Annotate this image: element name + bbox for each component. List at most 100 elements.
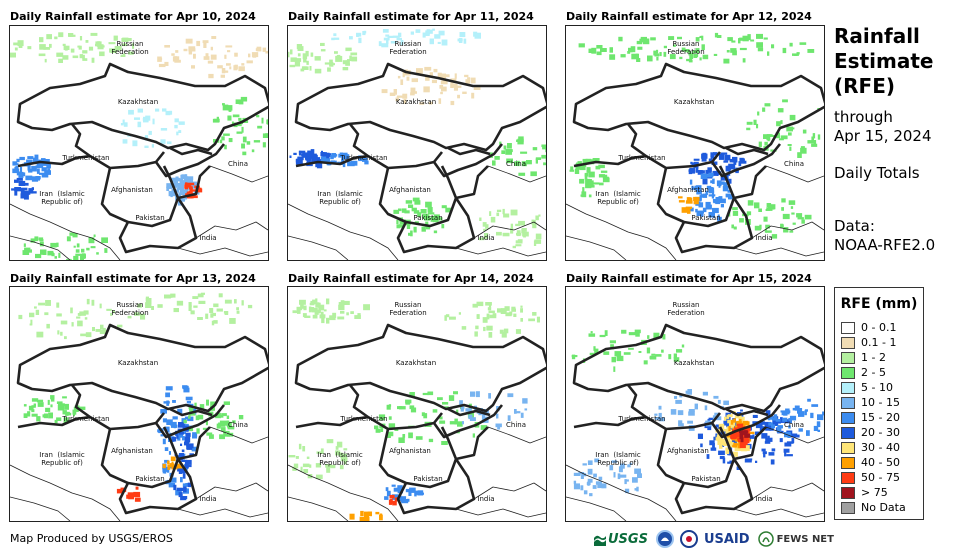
border-line	[455, 165, 489, 200]
legend-swatch	[841, 336, 855, 349]
noaa-logo-icon	[655, 530, 674, 548]
map-label-india: India	[199, 495, 217, 503]
fews-logo-text: FEWS NET	[776, 533, 834, 545]
map-label-pakistan: Pakistan	[413, 214, 443, 222]
rainfall-map	[288, 28, 546, 260]
legend-item: > 75	[841, 485, 888, 500]
legend-label: > 75	[861, 486, 888, 499]
border-line	[725, 407, 769, 417]
legend-label: 0.1 - 1	[861, 336, 897, 349]
legend-swatch	[841, 486, 855, 499]
map-panel-6: Russian Federation Kazakhstan Turkmenistan…	[565, 286, 825, 522]
border-line	[288, 203, 399, 260]
border-line	[765, 426, 824, 444]
border-line	[195, 482, 268, 500]
panel-title-4: Daily Rainfall estimate for Apr 13, 2024	[10, 272, 256, 285]
rainfall-layer	[288, 298, 540, 521]
side-date: Apr 15, 2024	[834, 127, 932, 145]
legend-swatch	[841, 351, 855, 364]
border-line	[733, 165, 767, 200]
map-credit: Map Produced by USGS/EROS	[10, 532, 173, 545]
map-label-iran: Iran (Islamic Republic of)	[39, 190, 85, 206]
rainfall-map	[10, 292, 268, 521]
border-line	[432, 404, 504, 439]
border-line	[16, 62, 268, 152]
map-label-iran: Iran (Islamic Republic of)	[595, 190, 641, 206]
border-line	[195, 221, 268, 239]
border-line	[710, 143, 782, 178]
legend-label: 40 - 50	[861, 456, 900, 469]
border-line	[572, 62, 824, 152]
border-line	[177, 165, 211, 200]
usgs-logo-icon: USGS	[594, 532, 648, 547]
map-label-kazakhstan: Kazakhstan	[673, 98, 715, 106]
map-label-russia: Russian Federation	[667, 40, 705, 56]
map-label-afghanistan: Afghanistan	[111, 186, 153, 194]
map-label-russia: Russian Federation	[111, 301, 149, 317]
border-line	[751, 221, 824, 239]
legend-item: 30 - 40	[841, 440, 900, 455]
legend-swatch	[841, 381, 855, 394]
legend-item: 5 - 10	[841, 380, 893, 395]
border-line	[16, 323, 268, 413]
map-label-pakistan: Pakistan	[135, 475, 165, 483]
border-line	[348, 384, 444, 431]
border-line	[626, 123, 722, 170]
legend-label: 50 - 75	[861, 471, 900, 484]
border-line	[447, 146, 491, 156]
map-label-kazakhstan: Kazakhstan	[117, 98, 159, 106]
fews-logo-icon: FEWS NET	[757, 531, 834, 547]
map-label-turkmenistan: Turkmenistan	[618, 415, 666, 423]
border-line	[573, 415, 647, 429]
border-line	[455, 508, 546, 518]
border-line	[733, 508, 824, 518]
legend-label: 20 - 30	[861, 426, 900, 439]
usaid-logo-text: USAID	[703, 531, 750, 547]
panel-title-6: Daily Rainfall estimate for Apr 15, 2024	[566, 272, 812, 285]
border-line	[566, 203, 677, 260]
map-label-turkmenistan: Turkmenistan	[340, 415, 388, 423]
border-line	[473, 221, 546, 239]
legend-swatch	[841, 321, 855, 334]
map-label-china: China	[784, 421, 804, 429]
map-label-india: India	[755, 234, 773, 242]
side-data-label: Data:	[834, 217, 875, 235]
map-label-kazakhstan: Kazakhstan	[395, 359, 437, 367]
border-line	[177, 247, 268, 257]
border-line	[348, 123, 444, 170]
border-line	[710, 404, 782, 439]
panel-title-3: Daily Rainfall estimate for Apr 12, 2024	[566, 10, 812, 23]
border-line	[566, 235, 627, 260]
border-line	[118, 458, 198, 515]
border-line	[378, 165, 458, 228]
map-label-russia: Russian Federation	[111, 40, 149, 56]
side-data-source: NOAA-RFE2.0	[834, 236, 936, 254]
map-label-kazakhstan: Kazakhstan	[395, 98, 437, 106]
rainfall-map	[566, 32, 824, 260]
usaid-logo-icon: USAID	[704, 532, 750, 547]
side-through: through	[834, 108, 893, 126]
legend-label: 2 - 5	[861, 366, 886, 379]
border-line	[378, 426, 458, 489]
border-line	[154, 404, 226, 439]
rainfall-map	[566, 323, 824, 521]
map-panel-1: Russian Federation Kazakhstan Turkmenistan…	[9, 25, 269, 261]
legend-item: 0.1 - 1	[841, 335, 896, 350]
border-line	[10, 496, 71, 521]
border-line	[100, 426, 180, 489]
map-label-iran: Iran (Islamic Republic of)	[317, 190, 363, 206]
legend-label: 10 - 15	[861, 396, 900, 409]
map-label-india: India	[199, 234, 217, 242]
legend-item: 50 - 75	[841, 470, 900, 485]
map-label-china: China	[506, 160, 526, 168]
border-line	[566, 496, 627, 521]
legend-label: 15 - 20	[861, 411, 900, 424]
border-line	[295, 415, 369, 429]
map-label-afghanistan: Afghanistan	[389, 447, 431, 455]
map-label-iran: Iran (Islamic Republic of)	[317, 451, 363, 467]
border-line	[473, 482, 546, 500]
map-label-iran: Iran (Islamic Republic of)	[39, 451, 85, 467]
border-line	[725, 146, 769, 156]
map-label-turkmenistan: Turkmenistan	[62, 415, 110, 423]
border-line	[455, 247, 546, 257]
